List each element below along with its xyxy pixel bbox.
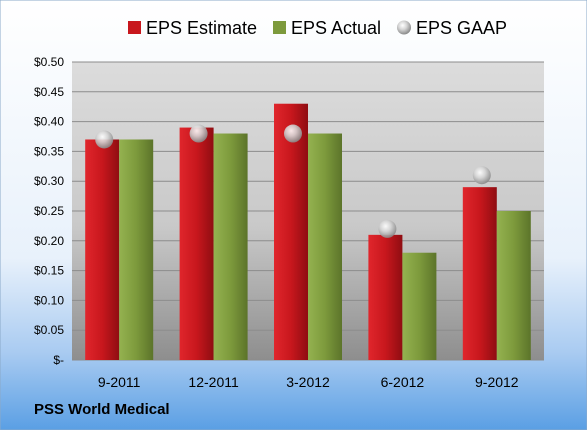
- y-tick-label: $0.10: [34, 293, 64, 307]
- x-tick-label: 12-2011: [188, 374, 239, 390]
- bar-actual: [213, 133, 248, 360]
- y-tick-label: $0.05: [34, 323, 64, 337]
- bar-actual: [119, 139, 154, 360]
- y-tick-label: $0.20: [34, 234, 64, 248]
- y-tick-label: $0.25: [34, 204, 64, 218]
- x-tick-label: 9-2011: [98, 374, 141, 390]
- legend-label-estimate: EPS Estimate: [146, 18, 257, 38]
- bar-actual: [496, 211, 531, 360]
- bars: [85, 103, 531, 360]
- x-axis-ticks: 9-2011 12-2011 3-2012 6-2012 9-2012: [98, 374, 519, 390]
- gaap-markers: [95, 124, 491, 238]
- bar-actual: [308, 133, 342, 360]
- gaap-marker: [472, 166, 491, 185]
- x-tick-label: 3-2012: [286, 374, 330, 390]
- y-tick-label: $0.45: [34, 85, 64, 99]
- legend-swatch-gaap: [397, 20, 411, 35]
- gaap-marker: [284, 124, 302, 143]
- bar-estimate: [85, 139, 120, 360]
- y-tick-label: $0.15: [34, 264, 64, 278]
- legend: EPS Estimate EPS Actual EPS GAAP: [128, 18, 507, 38]
- y-tick-label: $0.30: [34, 174, 64, 188]
- y-tick-label: $-: [53, 353, 64, 367]
- legend-swatch-actual: [273, 21, 286, 34]
- company-name: PSS World Medical: [34, 401, 170, 418]
- x-tick-label: 6-2012: [381, 374, 425, 390]
- bar-actual: [402, 252, 437, 360]
- x-tick-label: 9-2012: [475, 374, 519, 390]
- y-tick-label: $0.50: [34, 55, 64, 69]
- legend-label-actual: EPS Actual: [291, 18, 381, 38]
- y-tick-label: $0.40: [34, 115, 64, 129]
- legend-swatch-estimate: [128, 21, 141, 34]
- bar-estimate: [368, 234, 403, 360]
- gaap-marker: [189, 124, 208, 143]
- bar-estimate: [274, 103, 308, 360]
- gaap-marker: [95, 130, 114, 149]
- bar-estimate: [462, 187, 497, 360]
- legend-label-gaap: EPS GAAP: [416, 18, 507, 38]
- gaap-marker: [378, 219, 397, 238]
- y-tick-label: $0.35: [34, 144, 64, 158]
- bar-estimate: [179, 127, 214, 360]
- y-axis-ticks: $- $0.05 $0.10 $0.15 $0.20 $0.25 $0.30 $0.35 $0.…: [34, 55, 64, 367]
